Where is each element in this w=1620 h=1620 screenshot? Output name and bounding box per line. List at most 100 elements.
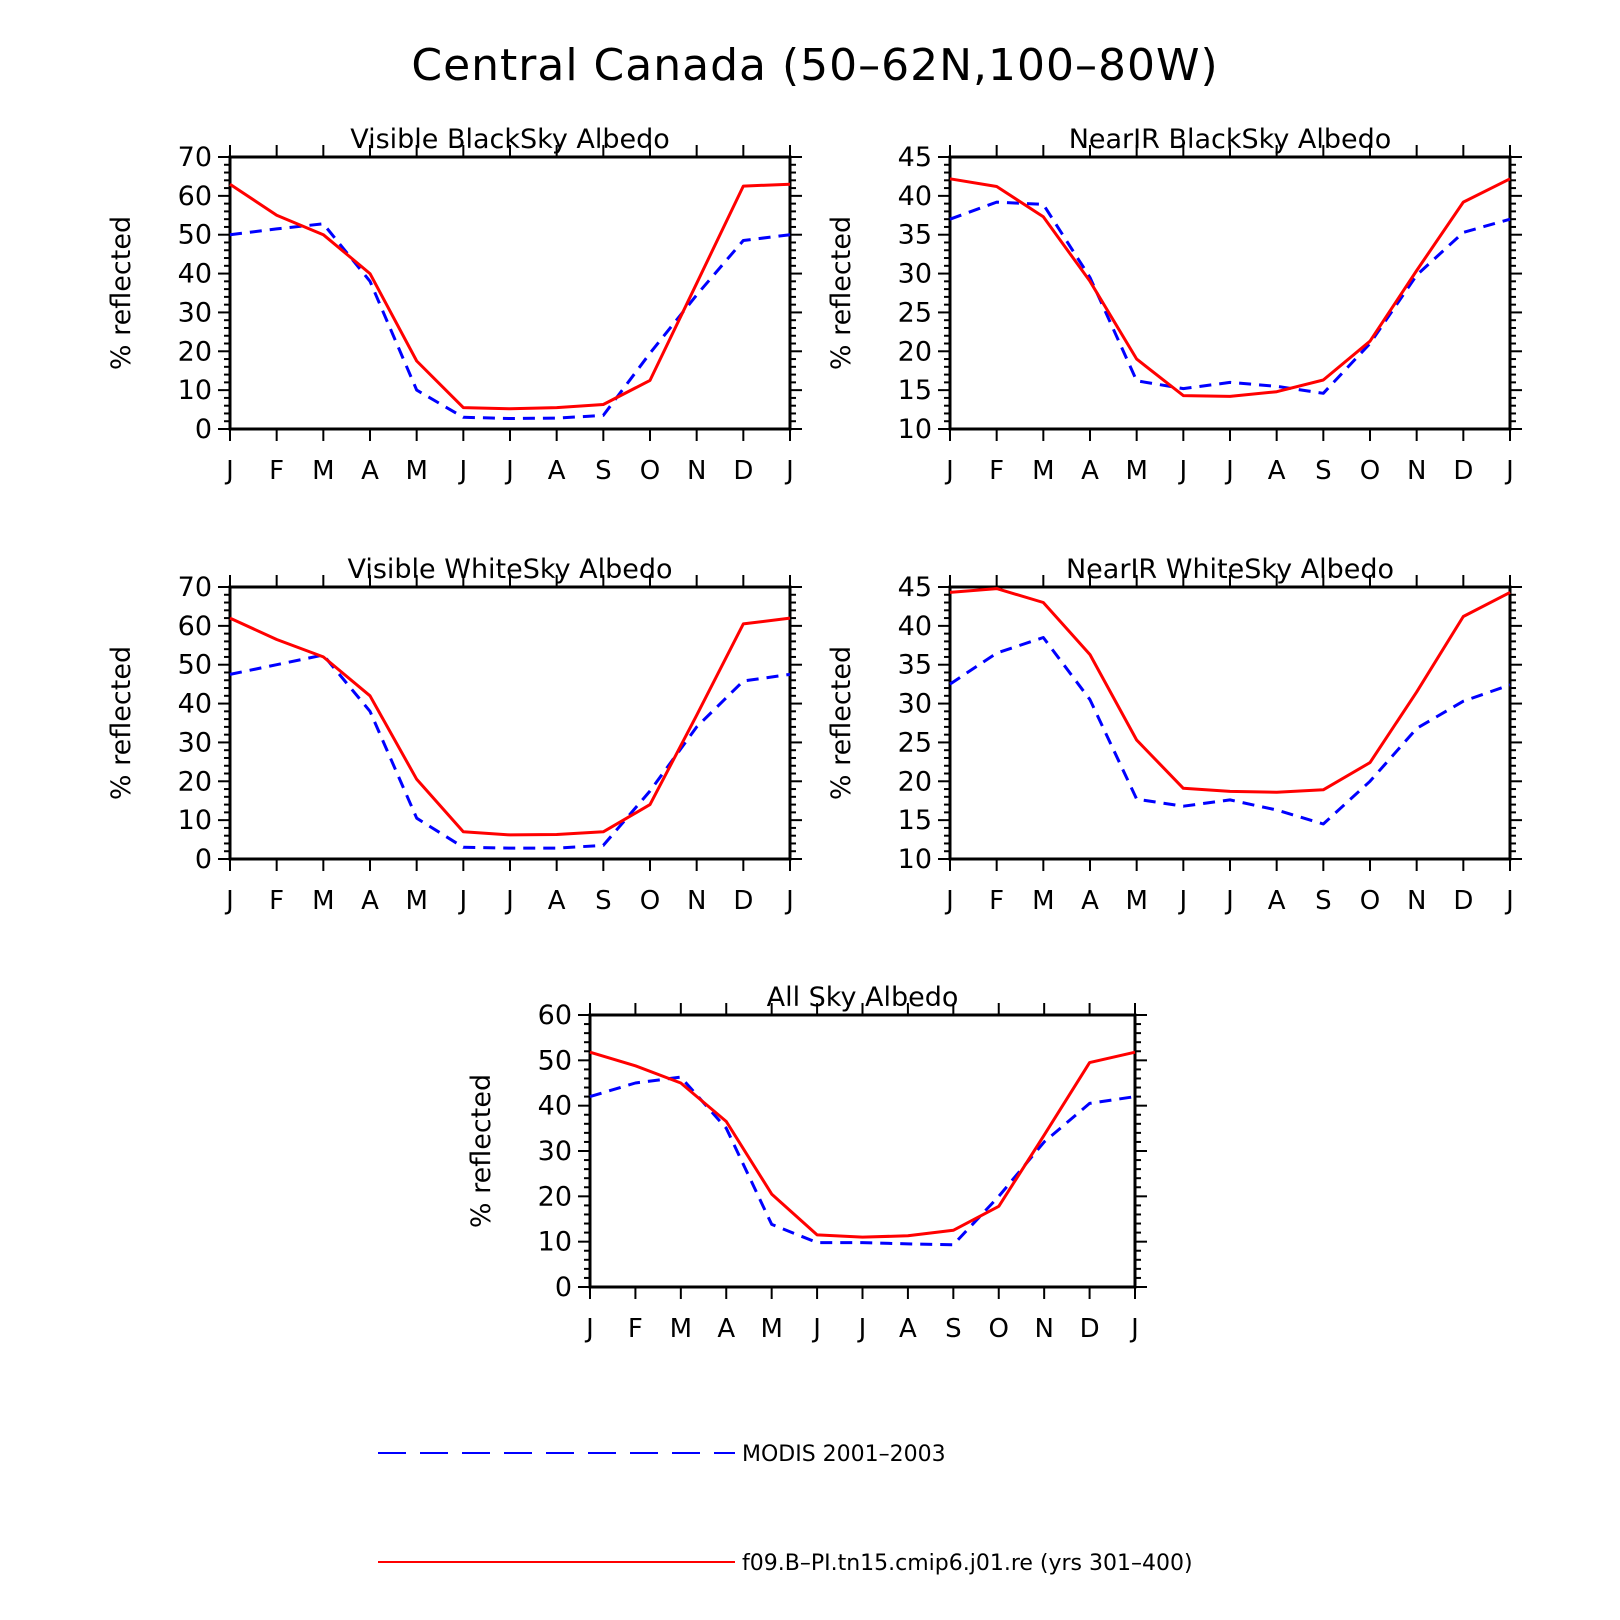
legend: MODIS 2001–2003 f09.B–PI.tn15.cmip6.j01.… — [378, 1442, 1193, 1576]
x-tick-label: D — [1080, 1314, 1100, 1344]
series-line-modis — [589, 1075, 1136, 1247]
legend-label-modis: MODIS 2001–2003 — [742, 1442, 946, 1467]
y-tick-label: 10 — [178, 805, 212, 836]
x-tick-label: S — [595, 886, 612, 916]
x-tick-label: F — [989, 886, 1004, 916]
x-tick-label: F — [269, 886, 284, 916]
x-tick-label: J — [457, 456, 467, 486]
x-tick-label: J — [1129, 1314, 1139, 1344]
y-tick-label: 15 — [898, 375, 932, 406]
x-tick-label: D — [1453, 456, 1473, 486]
series-line-modis — [949, 200, 1511, 395]
x-tick-label: J — [1504, 886, 1514, 916]
x-tick-label: J — [584, 1314, 594, 1344]
y-tick-label: 10 — [178, 375, 212, 406]
x-tick-label: A — [1081, 886, 1099, 916]
y-tick-label: 25 — [898, 727, 932, 758]
x-tick-label: J — [784, 886, 794, 916]
x-tick-label: S — [945, 1314, 962, 1344]
y-axis-label: % reflected — [826, 646, 857, 800]
x-tick-label: J — [944, 456, 954, 486]
x-tick-label: A — [361, 456, 379, 486]
series-line-model — [949, 177, 1511, 398]
y-tick-label: 10 — [898, 414, 932, 445]
x-tick-label: J — [224, 456, 234, 486]
y-tick-label: 40 — [898, 611, 932, 642]
x-tick-label: A — [717, 1314, 735, 1344]
x-tick-label: J — [811, 1314, 821, 1344]
x-tick-label: D — [1453, 886, 1473, 916]
y-tick-label: 70 — [178, 572, 212, 603]
x-tick-label: A — [1081, 456, 1099, 486]
y-tick-label: 20 — [178, 336, 212, 367]
y-axis-label: % reflected — [466, 1074, 497, 1228]
y-tick-label: 20 — [898, 336, 932, 367]
y-tick-label: 10 — [538, 1227, 572, 1258]
y-tick-label: 20 — [178, 766, 212, 797]
figure-title: Central Canada (50–62N,100–80W) — [411, 40, 1218, 91]
legend-label-model: f09.B–PI.tn15.cmip6.j01.re (yrs 301–400) — [742, 1551, 1193, 1576]
y-tick-label: 30 — [898, 259, 932, 290]
series-line-modis — [229, 653, 791, 850]
x-tick-label: J — [1224, 886, 1234, 916]
x-tick-label: S — [1315, 886, 1332, 916]
x-tick-label: M — [405, 886, 427, 916]
series-line-model — [949, 587, 1511, 794]
y-tick-label: 50 — [538, 1045, 572, 1076]
series-line-modis — [949, 636, 1511, 826]
x-tick-label: M — [1032, 886, 1054, 916]
x-tick-label: N — [687, 456, 706, 486]
x-tick-label: M — [1125, 456, 1147, 486]
x-tick-label: A — [548, 886, 566, 916]
y-tick-label: 60 — [538, 1000, 572, 1031]
y-tick-label: 60 — [178, 181, 212, 212]
x-tick-label: J — [224, 886, 234, 916]
x-tick-label: F — [989, 456, 1004, 486]
x-tick-label: D — [733, 886, 753, 916]
y-tick-label: 40 — [898, 181, 932, 212]
x-tick-label: N — [1407, 886, 1426, 916]
x-tick-label: D — [733, 456, 753, 486]
x-tick-label: F — [628, 1314, 643, 1344]
x-tick-label: J — [457, 886, 467, 916]
series-line-modis — [229, 222, 791, 420]
x-tick-label: J — [504, 456, 514, 486]
plot-frame — [588, 1013, 1137, 1289]
y-tick-label: 35 — [898, 220, 932, 251]
x-tick-label: N — [687, 886, 706, 916]
y-tick-label: 25 — [898, 297, 932, 328]
x-tick-label: A — [548, 456, 566, 486]
plot-frame — [228, 585, 792, 861]
y-tick-label: 30 — [538, 1136, 572, 1167]
y-tick-label: 45 — [898, 142, 932, 173]
x-tick-label: M — [312, 456, 334, 486]
y-tick-label: 30 — [178, 727, 212, 758]
plot-frame — [228, 155, 792, 431]
x-tick-label: M — [760, 1314, 782, 1344]
x-tick-label: M — [312, 886, 334, 916]
y-tick-label: 0 — [555, 1272, 572, 1303]
x-tick-label: J — [784, 456, 794, 486]
y-tick-label: 70 — [178, 142, 212, 173]
x-tick-label: J — [1224, 456, 1234, 486]
y-axis-label: % reflected — [106, 216, 137, 370]
plot-frame — [948, 155, 1512, 431]
x-tick-label: O — [640, 456, 660, 486]
y-axis-label: % reflected — [106, 646, 137, 800]
y-tick-label: 20 — [538, 1181, 572, 1212]
series-line-model — [229, 182, 791, 411]
x-tick-label: A — [361, 886, 379, 916]
x-tick-label: N — [1034, 1314, 1053, 1344]
y-tick-label: 0 — [195, 414, 212, 445]
x-tick-label: O — [1360, 456, 1380, 486]
x-tick-label: O — [1360, 886, 1380, 916]
y-tick-label: 45 — [898, 572, 932, 603]
x-tick-label: J — [1504, 456, 1514, 486]
y-tick-label: 40 — [538, 1091, 572, 1122]
x-tick-label: A — [1268, 456, 1286, 486]
x-tick-label: J — [504, 886, 514, 916]
